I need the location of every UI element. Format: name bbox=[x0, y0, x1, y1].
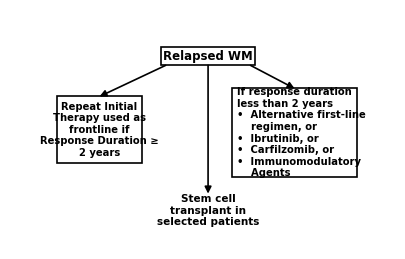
Bar bbox=[232, 88, 356, 177]
Bar bbox=[57, 96, 142, 163]
Text: Relapsed WM: Relapsed WM bbox=[163, 49, 252, 62]
Text: If response duration
less than 2 years
•  Alternative first-line
    regimen, or: If response duration less than 2 years •… bbox=[236, 87, 364, 178]
Text: Repeat Initial
Therapy used as
frontline if
Response Duration ≥
2 years: Repeat Initial Therapy used as frontline… bbox=[40, 102, 158, 158]
Bar bbox=[160, 47, 255, 66]
Text: Stem cell
transplant in
selected patients: Stem cell transplant in selected patient… bbox=[156, 194, 259, 227]
